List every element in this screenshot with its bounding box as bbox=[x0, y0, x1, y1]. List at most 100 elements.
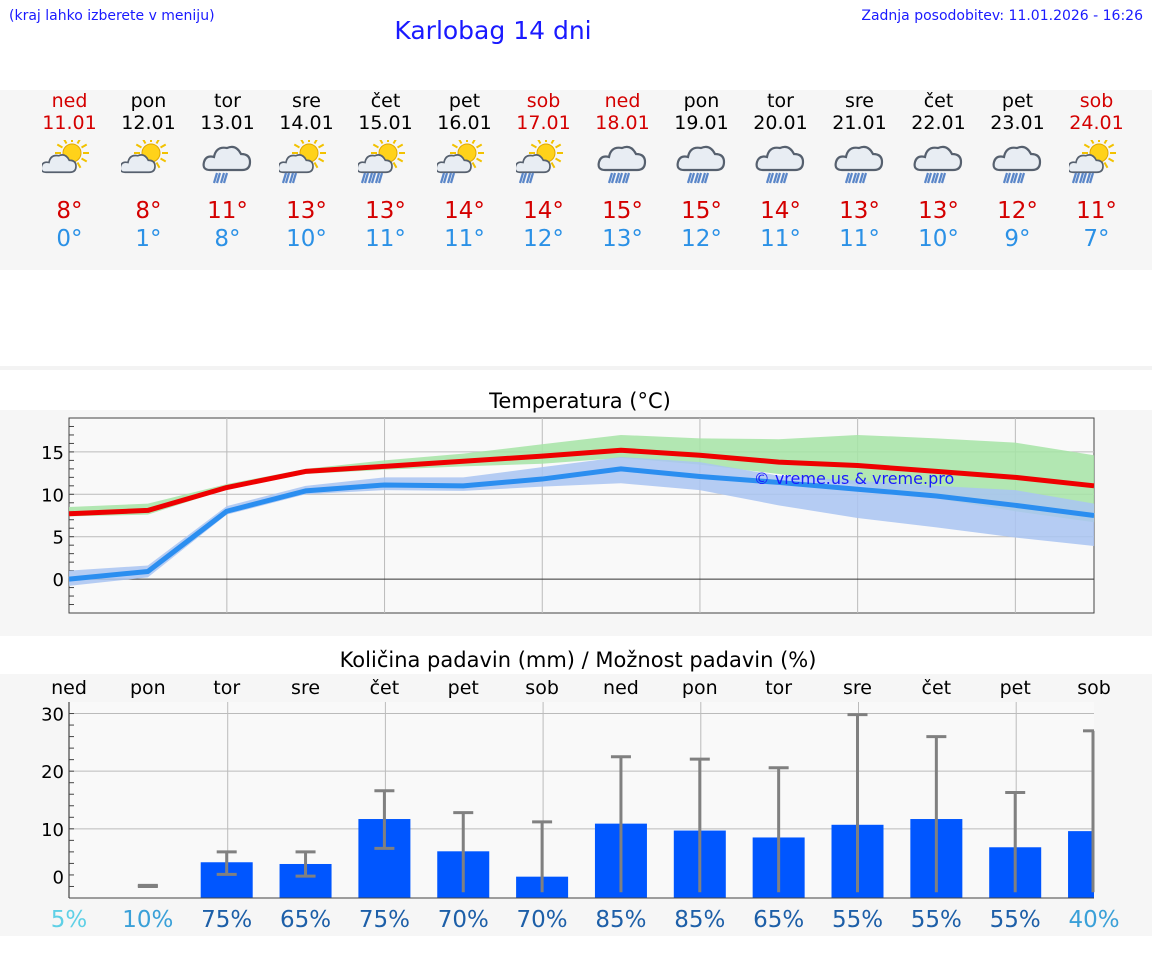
watermark: © vreme.us & vreme.pro bbox=[754, 469, 955, 488]
x-day-label: sob bbox=[1077, 677, 1111, 699]
x-day-label: pon bbox=[130, 677, 166, 699]
y-tick-label: 30 bbox=[41, 705, 64, 726]
x-day-label: tor bbox=[213, 677, 240, 699]
x-day-label: sob bbox=[525, 677, 559, 699]
forecast-max-temp: 15° bbox=[681, 198, 722, 224]
precipitation-chart: Količina padavin (mm) / Možnost padavin … bbox=[41, 648, 1120, 933]
cloud-heavy-rain-icon bbox=[992, 145, 1042, 184]
forecast-day-name: sob bbox=[526, 90, 561, 112]
forecast-date: 15.01 bbox=[358, 112, 413, 134]
last-updated: Zadnja posodobitev: 11.01.2026 - 16:26 bbox=[861, 8, 1143, 24]
forecast-max-temp: 11° bbox=[207, 198, 248, 224]
sun-cloud-icon bbox=[42, 140, 89, 174]
forecast-date: 14.01 bbox=[279, 112, 334, 134]
forecast-min-temp: 12° bbox=[523, 226, 564, 252]
forecast-date: 18.01 bbox=[595, 112, 650, 134]
forecast-date: 20.01 bbox=[753, 112, 808, 134]
forecast-date: 17.01 bbox=[516, 112, 571, 134]
cloud-heavy-rain-icon bbox=[834, 145, 884, 184]
x-day-label: pet bbox=[448, 677, 479, 699]
forecast-day-name: pet bbox=[1001, 90, 1034, 112]
x-day-label: sre bbox=[843, 677, 872, 699]
forecast-min-temp: 10° bbox=[918, 226, 959, 252]
forecast-date: 22.01 bbox=[911, 112, 966, 134]
divider bbox=[0, 366, 1152, 370]
forecast-min-temp: 9° bbox=[1004, 226, 1031, 252]
forecast-max-temp: 14° bbox=[444, 198, 485, 224]
x-day-label: čet bbox=[922, 677, 952, 699]
precipitation-probability: 85% bbox=[595, 907, 646, 933]
x-day-label: ned bbox=[603, 677, 639, 699]
forecast-date: 21.01 bbox=[832, 112, 887, 134]
forecast-max-temp: 15° bbox=[602, 198, 643, 224]
precipitation-probability: 55% bbox=[832, 907, 883, 933]
y-tick-label: 5 bbox=[53, 528, 64, 549]
precipitation-probability: 75% bbox=[201, 907, 252, 933]
forecast-max-temp: 8° bbox=[135, 198, 162, 224]
precipitation-probability: 55% bbox=[911, 907, 962, 933]
forecast-min-temp: 11° bbox=[760, 226, 801, 252]
cloud-heavy-rain-icon bbox=[755, 145, 805, 184]
forecast-day-name: pon bbox=[683, 90, 720, 112]
forecast-date: 19.01 bbox=[674, 112, 729, 134]
forecast-max-temp: 13° bbox=[286, 198, 327, 224]
forecast-date: 24.01 bbox=[1069, 112, 1124, 134]
x-day-label: čet bbox=[370, 677, 400, 699]
precipitation-probability: 65% bbox=[280, 907, 331, 933]
forecast-day-name: tor bbox=[767, 90, 794, 112]
x-day-label: pet bbox=[1000, 677, 1031, 699]
cloud-heavy-rain-icon bbox=[676, 145, 726, 184]
x-day-label: ned bbox=[51, 677, 87, 699]
forecast-max-temp: 12° bbox=[997, 198, 1038, 224]
forecast-day-name: čet bbox=[370, 90, 401, 112]
forecast-day-name: ned bbox=[51, 90, 88, 112]
sun-cloud-heavy-rain-icon bbox=[358, 140, 405, 184]
x-day-label: sre bbox=[291, 677, 320, 699]
forecast-min-temp: 7° bbox=[1083, 226, 1110, 252]
forecast-min-temp: 0° bbox=[56, 226, 83, 252]
max-temp-line bbox=[68, 447, 1095, 517]
forecast-day-name: pet bbox=[448, 90, 481, 112]
forecast-date: 12.01 bbox=[121, 112, 176, 134]
forecast-min-temp: 10° bbox=[286, 226, 327, 252]
forecast-day-name: ned bbox=[604, 90, 641, 112]
forecast-max-temp: 14° bbox=[760, 198, 801, 224]
y-tick-label: 10 bbox=[41, 485, 64, 506]
forecast-day-name: pon bbox=[130, 90, 167, 112]
sun-cloud-rain-icon bbox=[437, 140, 484, 184]
sun-cloud-heavy-rain-icon bbox=[1069, 140, 1116, 184]
precipitation-probability: 70% bbox=[438, 907, 489, 933]
forecast-min-temp: 11° bbox=[839, 226, 880, 252]
precipitation-probability: 75% bbox=[359, 907, 410, 933]
forecast-min-temp: 12° bbox=[681, 226, 722, 252]
forecast-max-temp: 13° bbox=[839, 198, 880, 224]
x-day-label: pon bbox=[682, 677, 718, 699]
forecast-day-name: sre bbox=[845, 90, 874, 112]
y-tick-label: 10 bbox=[41, 820, 64, 841]
precipitation-probability: 65% bbox=[753, 907, 804, 933]
forecast-min-temp: 11° bbox=[365, 226, 406, 252]
cloud-heavy-rain-icon bbox=[913, 145, 963, 184]
forecast-min-temp: 8° bbox=[214, 226, 241, 252]
temperature-chart: 0 5 10 15 © vreme.us & vreme.pro Temperatura … bbox=[41, 389, 1095, 614]
precipitation-bar bbox=[1068, 831, 1094, 898]
sun-cloud-rain-icon bbox=[516, 140, 563, 184]
forecast-max-temp: 8° bbox=[56, 198, 83, 224]
y-tick-label: 15 bbox=[41, 443, 64, 464]
forecast-min-temp: 1° bbox=[135, 226, 162, 252]
y-tick-label: 20 bbox=[41, 762, 64, 783]
forecast-date: 16.01 bbox=[437, 112, 492, 134]
location-menu-hint: (kraj lahko izberete v meniju) bbox=[9, 8, 215, 24]
forecast-date: 23.01 bbox=[990, 112, 1045, 134]
forecast-day-name: sre bbox=[292, 90, 321, 112]
max-temp-range-band bbox=[69, 434, 1095, 523]
sun-cloud-rain-icon bbox=[279, 140, 326, 184]
forecast-min-temp: 11° bbox=[444, 226, 485, 252]
y-tick-label: 0 bbox=[53, 570, 64, 591]
x-day-label: tor bbox=[765, 677, 792, 699]
forecast-max-temp: 13° bbox=[918, 198, 959, 224]
precipitation-chart-title: Količina padavin (mm) / Možnost padavin … bbox=[340, 648, 817, 672]
forecast-max-temp: 11° bbox=[1076, 198, 1117, 224]
precipitation-probability: 85% bbox=[674, 907, 725, 933]
y-tick-label: 0 bbox=[53, 867, 64, 888]
